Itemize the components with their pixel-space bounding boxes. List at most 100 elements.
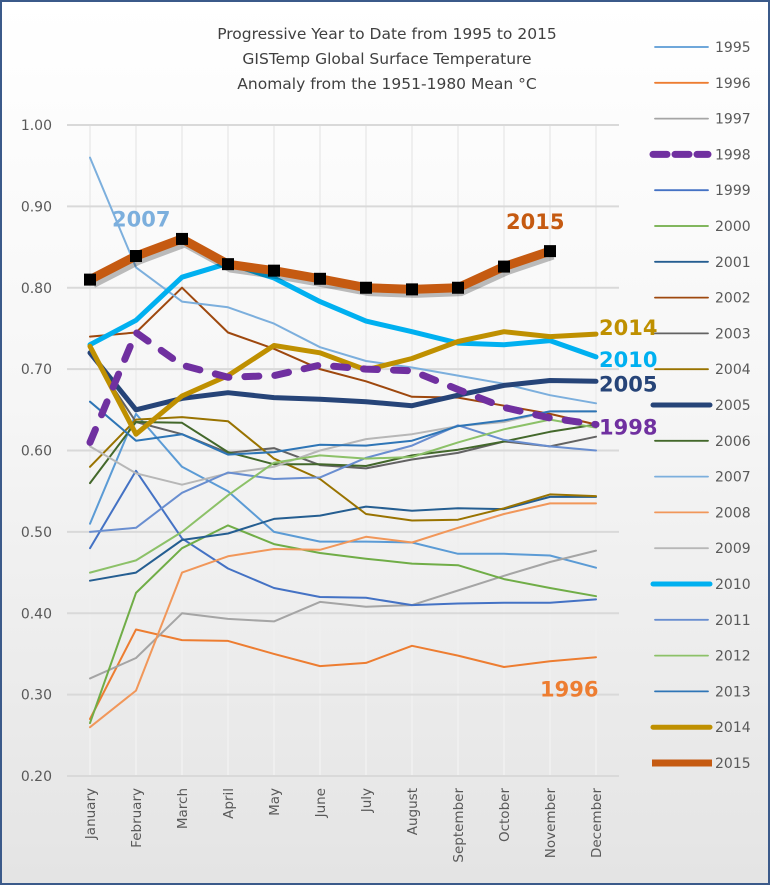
data-marker-2015 <box>544 245 556 258</box>
series-line-1999 <box>89 469 597 607</box>
series-line-1996 <box>89 628 597 720</box>
legend-label-2001: 2001 <box>715 255 751 271</box>
y-tick-label: 0.70 <box>21 362 52 378</box>
data-marker-2015 <box>268 264 280 277</box>
legend-item-2010: 2010 <box>650 577 751 593</box>
annotation-2014: 2014 <box>599 316 657 340</box>
y-tick-label: 0.50 <box>21 525 52 541</box>
x-tick-label: April <box>221 788 237 819</box>
x-axis: January February March April May June July Augu… <box>83 788 605 863</box>
legend-label-2010: 2010 <box>715 577 751 593</box>
y-tick-label: 0.80 <box>21 281 52 297</box>
annotation-1996: 1996 <box>540 678 598 702</box>
legend-label-2006: 2006 <box>715 434 751 450</box>
chart-title: Progressive Year to Date from 1995 to 20… <box>217 25 557 93</box>
legend-label-2000: 2000 <box>715 219 751 235</box>
annotation-2007: 2007 <box>112 208 170 232</box>
legend-item-2001: 2001 <box>654 255 751 271</box>
x-tick-label: March <box>175 788 191 829</box>
y-tick-label: 1.00 <box>21 118 52 134</box>
data-marker-2015 <box>84 273 96 286</box>
legend-item-1998: 1998 <box>649 147 751 163</box>
x-tick-label: May <box>267 788 283 816</box>
series-line-2006 <box>89 421 597 485</box>
series-line-1997 <box>89 549 597 680</box>
series-line-2001 <box>89 495 597 582</box>
legend-item-1995: 1995 <box>654 40 751 56</box>
legend-item-2012: 2012 <box>654 649 751 665</box>
title-line-2: GISTemp Global Surface Temperature <box>242 50 531 68</box>
legend-label-2013: 2013 <box>715 684 751 700</box>
y-axis: 1.00 0.90 0.80 0.70 0.60 0.50 0.40 0.30 0.20 <box>21 118 52 785</box>
legend-item-2008: 2008 <box>654 505 751 521</box>
legend-item-2009: 2009 <box>654 541 751 557</box>
annotation-2005: 2005 <box>599 372 657 396</box>
legend-label-2015: 2015 <box>715 756 751 772</box>
annotation-2010: 2010 <box>599 348 657 372</box>
legend-item-1997: 1997 <box>654 112 751 128</box>
legend-label-2011: 2011 <box>715 613 751 629</box>
legend-item-2006: 2006 <box>654 434 751 450</box>
series-line-2011 <box>89 424 597 533</box>
y-tick-label: 0.30 <box>21 688 52 704</box>
data-marker-2015 <box>130 250 142 263</box>
legend-item-2003: 2003 <box>654 326 751 342</box>
data-marker-2015 <box>360 281 372 294</box>
data-marker-2015 <box>176 232 188 245</box>
series-line-2004 <box>89 416 597 522</box>
legend-item-2011: 2011 <box>654 613 751 629</box>
legend-item-2013: 2013 <box>654 684 751 700</box>
annotation-1998: 1998 <box>599 415 657 439</box>
legend-label-1997: 1997 <box>715 112 751 128</box>
legend-item-2000: 2000 <box>654 219 751 235</box>
x-tick-label: February <box>129 788 145 848</box>
data-marker-2015 <box>452 281 464 294</box>
legend-item-1999: 1999 <box>654 183 751 199</box>
legend-label-1996: 1996 <box>715 76 751 92</box>
x-tick-label: December <box>589 788 605 858</box>
legend-label-2012: 2012 <box>715 649 751 665</box>
legend-label-1995: 1995 <box>715 40 751 56</box>
legend-label-2003: 2003 <box>715 326 751 342</box>
legend-item-2004: 2004 <box>654 362 751 378</box>
x-tick-label: August <box>405 788 421 835</box>
x-tick-label: July <box>359 788 375 813</box>
y-tick-label: 0.90 <box>21 199 52 215</box>
data-marker-2015 <box>498 260 510 273</box>
x-tick-label: June <box>313 788 329 818</box>
x-tick-label: September <box>451 788 467 863</box>
series-line-2012 <box>89 418 597 574</box>
y-tick-label: 0.40 <box>21 606 52 622</box>
legend: 1995 1996 1997 1998 1999 2000 2001 2002 2003 2004… <box>649 40 751 772</box>
series-line-2014 <box>87 329 599 437</box>
series-line-1995 <box>89 412 597 569</box>
legend-label-2005: 2005 <box>715 398 751 414</box>
series-line-1998 <box>86 329 600 446</box>
legend-label-2002: 2002 <box>715 291 751 307</box>
x-tick-label: January <box>83 788 99 840</box>
series-line-2013 <box>89 400 597 456</box>
legend-item-2015: 2015 <box>652 756 751 772</box>
data-marker-2015 <box>406 283 418 296</box>
legend-label-2014: 2014 <box>715 720 751 736</box>
legend-item-1996: 1996 <box>654 76 751 92</box>
series-line-2008 <box>89 502 597 729</box>
annotation-2015: 2015 <box>506 210 564 234</box>
series-line-2000 <box>89 524 597 725</box>
y-tick-label: 0.60 <box>21 444 52 460</box>
y-tick-label: 0.20 <box>21 769 52 785</box>
x-tick-label: October <box>497 788 513 842</box>
data-marker-2015 <box>222 258 234 271</box>
legend-item-2002: 2002 <box>654 291 751 307</box>
legend-label-2007: 2007 <box>715 470 751 486</box>
legend-label-2009: 2009 <box>715 541 751 557</box>
legend-label-1999: 1999 <box>715 183 751 199</box>
series-line-2010 <box>87 260 599 360</box>
legend-item-2005: 2005 <box>650 398 751 414</box>
legend-label-2004: 2004 <box>715 362 751 378</box>
title-line-1: Progressive Year to Date from 1995 to 20… <box>217 25 557 43</box>
legend-item-2007: 2007 <box>654 470 751 486</box>
